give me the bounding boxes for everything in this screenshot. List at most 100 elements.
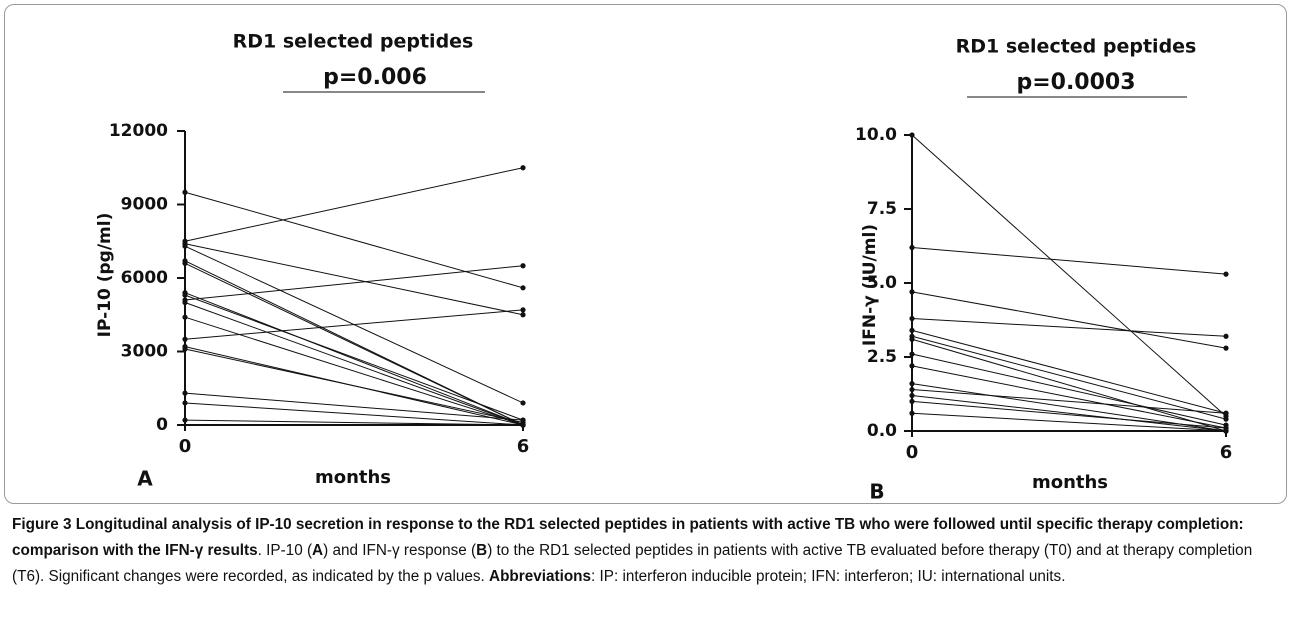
patient-line xyxy=(911,400,1227,429)
patient-line xyxy=(184,191,524,289)
data-point xyxy=(520,285,526,291)
data-point xyxy=(182,390,188,396)
data-point xyxy=(909,289,915,295)
panel-label: A xyxy=(137,467,153,491)
y-tick-label: 6000 xyxy=(121,268,168,288)
x-tick-label: 6 xyxy=(1220,442,1233,463)
y-tick-label: 12000 xyxy=(109,121,168,141)
patient-line xyxy=(911,353,1227,426)
data-point xyxy=(520,307,526,313)
x-axis-label: months xyxy=(1032,472,1108,493)
data-point xyxy=(182,336,188,342)
patient-line xyxy=(911,318,1227,337)
x-tick-label: 0 xyxy=(906,442,919,463)
data-point xyxy=(1223,416,1229,422)
x-axis-label: months xyxy=(315,467,391,488)
figure: RD1 selected peptides p=0.006 months A IP-10… xyxy=(95,31,1233,504)
data-point xyxy=(182,314,188,320)
p-value: p=0.0003 xyxy=(1016,70,1135,95)
y-tick-label: 2.5 xyxy=(867,347,897,367)
y-axis-label: IFN-γ (IU/ml) xyxy=(860,224,880,346)
panel-label: B xyxy=(869,480,884,504)
data-point xyxy=(909,386,915,393)
patient-line xyxy=(911,335,1227,420)
patient-line xyxy=(911,338,1227,432)
data-point xyxy=(182,243,188,249)
patient-line xyxy=(184,302,524,426)
data-point xyxy=(1223,345,1229,351)
y-tick-label: 10.0 xyxy=(855,125,897,145)
patient-line xyxy=(184,262,524,426)
data-point xyxy=(909,381,915,387)
data-point xyxy=(182,292,188,298)
caption-segment: : IP: interferon inducible protein; IFN:… xyxy=(591,568,1066,585)
data-point xyxy=(182,400,188,406)
x-tick-label: 0 xyxy=(179,436,192,457)
data-point xyxy=(909,132,915,138)
patient-line xyxy=(911,365,1227,429)
patient-line xyxy=(184,309,524,340)
caption-segment: ) and IFN-γ response ( xyxy=(323,542,477,559)
y-tick-label: 0 xyxy=(156,415,168,435)
p-value: p=0.006 xyxy=(323,65,427,90)
data-point xyxy=(909,363,915,369)
data-point xyxy=(909,410,915,416)
caption-segment: Figure 3 Longitudinal analysis of IP-10 … xyxy=(12,516,1244,559)
data-point xyxy=(520,422,526,428)
patient-line xyxy=(911,389,1227,414)
caption-segment: . IP-10 ( xyxy=(257,542,313,559)
patient-line xyxy=(184,294,524,421)
patient-line xyxy=(184,265,524,301)
patient-line xyxy=(911,246,1227,275)
data-point xyxy=(182,260,188,266)
data-point xyxy=(1223,428,1229,434)
data-point xyxy=(520,165,526,171)
patient-line xyxy=(184,316,524,426)
x-tick-label: 6 xyxy=(517,436,530,457)
patient-line xyxy=(911,329,1227,414)
patient-line xyxy=(911,394,1227,432)
data-point xyxy=(182,346,188,352)
patient-line xyxy=(184,167,524,242)
data-point xyxy=(520,312,526,318)
patient-line xyxy=(911,291,1227,349)
y-tick-label: 9000 xyxy=(121,195,168,215)
data-point xyxy=(182,189,188,195)
patient-line xyxy=(911,412,1227,432)
caption-segment: ) to the RD1 selected peptides in patien… xyxy=(12,542,1253,585)
caption-segment: Abbreviations xyxy=(489,568,592,585)
patient-line xyxy=(184,348,524,424)
caption-segment: B xyxy=(476,542,488,559)
patient-line xyxy=(184,243,524,316)
data-point xyxy=(520,417,526,423)
data-point xyxy=(909,351,915,357)
data-point xyxy=(909,398,915,404)
caption-segment: A xyxy=(312,542,324,559)
data-point xyxy=(182,417,188,423)
data-point xyxy=(1223,333,1229,339)
data-point xyxy=(520,263,526,269)
data-point xyxy=(909,336,915,342)
data-point xyxy=(182,299,188,306)
data-point xyxy=(1223,410,1229,416)
y-tick-label: 5.0 xyxy=(867,273,897,293)
data-point xyxy=(1223,271,1229,277)
patient-line xyxy=(184,419,524,426)
chart-title: RD1 selected peptides xyxy=(233,31,474,53)
y-tick-label: 7.5 xyxy=(867,199,897,219)
data-point xyxy=(909,327,915,333)
y-tick-label: 0.0 xyxy=(867,421,897,441)
patient-line xyxy=(911,134,1227,417)
y-tick-label: 3000 xyxy=(121,342,168,362)
y-axis-label: IP-10 (pg/ml) xyxy=(95,213,115,338)
data-point xyxy=(909,315,915,322)
figure-frame xyxy=(4,4,1287,504)
caption: Figure 3 Longitudinal analysis of IP-10 … xyxy=(12,512,1284,590)
patient-line xyxy=(184,392,524,421)
patient-line xyxy=(184,402,524,426)
data-point xyxy=(909,244,915,251)
chart-title: RD1 selected peptides xyxy=(956,36,1197,58)
patient-line xyxy=(184,292,524,426)
data-point xyxy=(520,400,526,406)
